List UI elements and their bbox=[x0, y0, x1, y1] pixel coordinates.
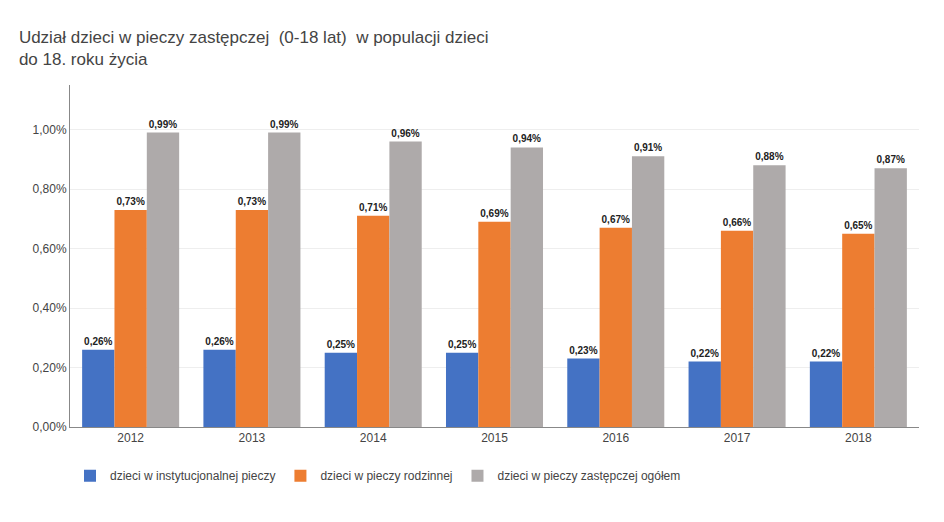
svg-text:0,96%: 0,96% bbox=[391, 128, 419, 139]
svg-text:0,91%: 0,91% bbox=[634, 142, 662, 153]
svg-text:2017: 2017 bbox=[724, 431, 751, 445]
svg-text:0,65%: 0,65% bbox=[844, 220, 872, 231]
svg-text:0,99%: 0,99% bbox=[149, 119, 177, 130]
svg-text:0,80%: 0,80% bbox=[33, 182, 67, 196]
svg-text:0,71%: 0,71% bbox=[359, 202, 387, 213]
svg-text:dzieci w pieczy zastępczej ogó: dzieci w pieczy zastępczej ogółem bbox=[497, 469, 680, 483]
svg-text:0,99%: 0,99% bbox=[270, 119, 298, 130]
svg-text:0,26%: 0,26% bbox=[205, 336, 233, 347]
svg-text:0,40%: 0,40% bbox=[33, 301, 67, 315]
svg-text:0,00%: 0,00% bbox=[33, 420, 67, 434]
svg-text:0,60%: 0,60% bbox=[33, 242, 67, 256]
svg-text:0,88%: 0,88% bbox=[755, 151, 783, 162]
svg-text:0,23%: 0,23% bbox=[569, 345, 597, 356]
svg-text:2013: 2013 bbox=[239, 431, 266, 445]
svg-text:0,20%: 0,20% bbox=[33, 361, 67, 375]
svg-text:dzieci w pieczy rodzinnej: dzieci w pieczy rodzinnej bbox=[320, 469, 452, 483]
svg-text:0,25%: 0,25% bbox=[448, 339, 476, 350]
svg-text:0,66%: 0,66% bbox=[723, 217, 751, 228]
svg-text:0,25%: 0,25% bbox=[327, 339, 355, 350]
svg-text:0,94%: 0,94% bbox=[513, 133, 541, 144]
svg-text:2018: 2018 bbox=[845, 431, 872, 445]
svg-text:1,00%: 1,00% bbox=[33, 123, 67, 137]
svg-text:0,73%: 0,73% bbox=[116, 196, 144, 207]
svg-text:0,67%: 0,67% bbox=[602, 214, 630, 225]
svg-text:0,22%: 0,22% bbox=[812, 348, 840, 359]
svg-text:0,69%: 0,69% bbox=[480, 208, 508, 219]
svg-text:dzieci w instytucjonalnej piec: dzieci w instytucjonalnej pieczy bbox=[110, 469, 275, 483]
svg-text:0,26%: 0,26% bbox=[84, 336, 112, 347]
svg-text:2015: 2015 bbox=[481, 431, 508, 445]
svg-text:2014: 2014 bbox=[360, 431, 387, 445]
svg-text:2012: 2012 bbox=[117, 431, 144, 445]
svg-text:0,22%: 0,22% bbox=[690, 348, 718, 359]
svg-text:2016: 2016 bbox=[602, 431, 629, 445]
svg-text:0,87%: 0,87% bbox=[876, 154, 904, 165]
svg-text:0,73%: 0,73% bbox=[238, 196, 266, 207]
svg-text:Udział dzieci w pieczy zastępc: Udział dzieci w pieczy zastępczej (0-18 … bbox=[19, 28, 489, 69]
